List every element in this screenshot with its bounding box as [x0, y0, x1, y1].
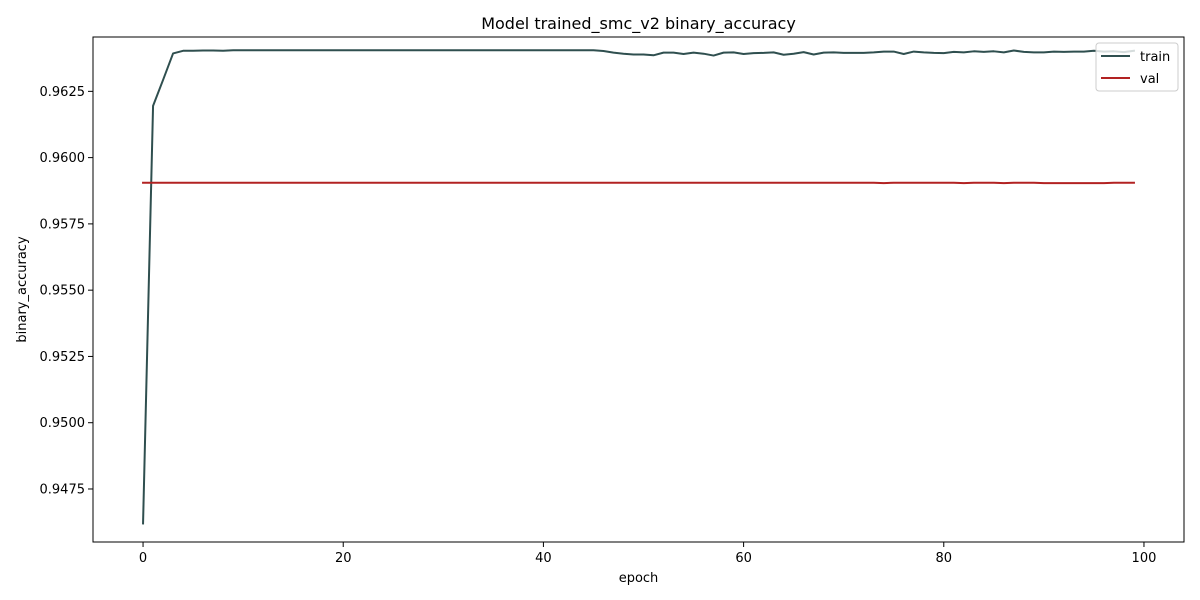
y-axis-label: binary_accuracy — [15, 236, 30, 343]
y-tick-label: 0.9600 — [40, 151, 86, 166]
legend: train val — [1095, 42, 1179, 92]
legend-label-train: train — [1140, 50, 1170, 65]
y-tick-label: 0.9525 — [40, 350, 86, 365]
y-tick-label: 0.9500 — [40, 416, 86, 431]
x-tick-label: 100 — [1132, 551, 1157, 566]
series-layer — [142, 49, 1136, 525]
y-tick-label: 0.9550 — [40, 284, 86, 299]
series-line-train — [142, 49, 1136, 525]
x-tick-label: 80 — [936, 551, 953, 566]
legend-label-val: val — [1140, 72, 1159, 87]
x-tick-label: 0 — [139, 551, 147, 566]
x-tick-label: 40 — [535, 551, 552, 566]
axis-ticks: 0 20 40 60 80 100 0.9475 0.9500 0.9525 0.9550 0.95… — [40, 85, 1157, 566]
plot-frame — [92, 36, 1185, 543]
x-tick-label: 60 — [735, 551, 752, 566]
x-tick-label: 20 — [335, 551, 352, 566]
chart-title: Model trained_smc_v2 binary_accuracy — [481, 14, 796, 34]
y-tick-label: 0.9575 — [40, 217, 86, 232]
y-tick-label: 0.9625 — [40, 85, 86, 100]
x-axis-label: epoch — [619, 571, 659, 586]
y-tick-label: 0.9475 — [40, 482, 86, 497]
